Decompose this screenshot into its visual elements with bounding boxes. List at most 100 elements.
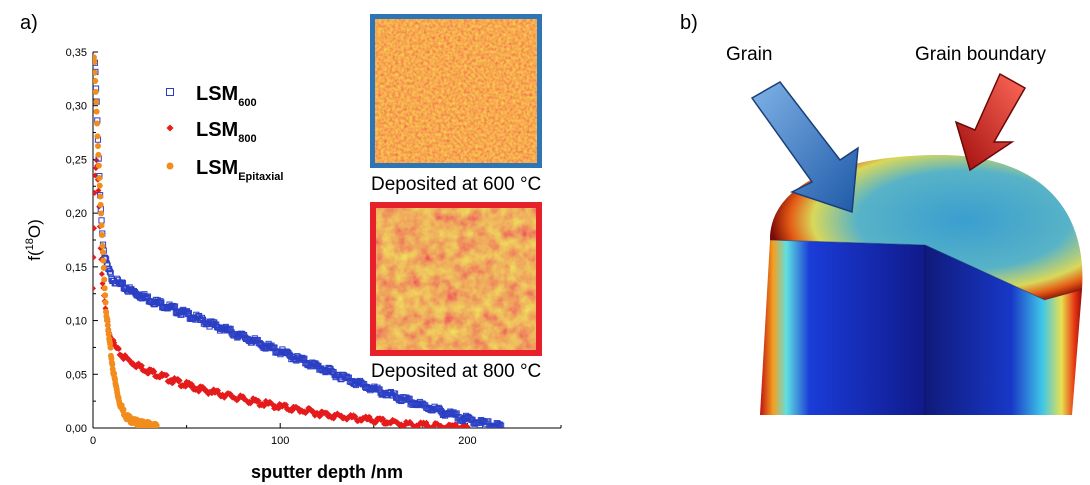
- legend-label-LSM600: LSM600: [196, 83, 257, 109]
- data-point-LSM800: [464, 423, 471, 428]
- series-LSMEpitaxial: [93, 54, 160, 428]
- data-point-LSM600: [391, 390, 399, 397]
- y-tick-label: 0,35: [66, 47, 87, 59]
- panel-b-label: b): [680, 12, 698, 34]
- data-point-LSMEpitaxial: [93, 54, 97, 61]
- data-point-LSM600: [301, 355, 308, 362]
- data-point-LSMEpitaxial: [104, 316, 111, 323]
- data-point-LSM600: [398, 397, 405, 405]
- x-tick-label: 100: [271, 435, 289, 447]
- data-point-LSM800: [163, 372, 170, 379]
- data-point-LSM800: [98, 270, 105, 277]
- data-point-LSMEpitaxial: [93, 69, 98, 76]
- data-point-LSM600: [435, 404, 442, 411]
- y-tick-label: 0,05: [66, 369, 87, 381]
- y-tick-label: 0,30: [66, 101, 87, 113]
- y-tick-label: 0,15: [66, 262, 87, 274]
- data-point-LSM600: [98, 217, 105, 224]
- panel-a-label: a): [20, 12, 38, 34]
- data-point-LSM600: [171, 303, 179, 310]
- data-point-LSMEpitaxial: [96, 182, 103, 189]
- legend-label-LSM800: LSM800: [196, 119, 257, 145]
- inset-caption-800: Deposited at 800 °C: [371, 361, 542, 382]
- data-point-LSM600: [419, 400, 427, 407]
- data-point-LSMEpitaxial: [103, 308, 110, 315]
- data-point-LSM800: [151, 368, 158, 375]
- data-point-LSMEpitaxial: [120, 406, 127, 413]
- data-point-LSMEpitaxial: [94, 133, 101, 140]
- data-point-LSM600: [497, 422, 505, 428]
- data-point-LSMEpitaxial: [102, 299, 109, 306]
- legend-marker-LSM800: [166, 124, 174, 132]
- grain-arrow-icon: [750, 81, 859, 214]
- data-point-LSMEpitaxial: [97, 193, 104, 200]
- grain-label: Grain: [726, 44, 773, 65]
- data-point-LSM600: [496, 421, 504, 428]
- data-point-LSM800: [93, 254, 97, 261]
- legend-marker-LSM600: [166, 88, 174, 96]
- data-point-LSMEpitaxial: [97, 201, 104, 208]
- data-point-LSMEpitaxial: [98, 232, 105, 239]
- x-tick-label: 200: [458, 435, 476, 447]
- data-point-LSMEpitaxial: [93, 78, 99, 85]
- data-point-LSMEpitaxial: [153, 422, 160, 428]
- y-axis-title: f(18O): [24, 219, 44, 261]
- data-point-LSMEpitaxial: [104, 322, 111, 329]
- data-point-LSM600: [107, 270, 114, 277]
- data-point-LSMEpitaxial: [93, 88, 99, 95]
- data-point-LSMEpitaxial: [98, 222, 105, 229]
- y-tick-label: 0,20: [66, 208, 87, 220]
- data-point-LSMEpitaxial: [95, 151, 102, 158]
- data-point-LSMEpitaxial: [96, 175, 103, 182]
- data-point-LSMEpitaxial: [99, 242, 106, 249]
- data-point-LSMEpitaxial: [102, 292, 109, 299]
- data-point-LSMEpitaxial: [95, 162, 102, 169]
- data-point-LSMEpitaxial: [94, 120, 101, 127]
- y-tick-label: 0,10: [66, 316, 87, 328]
- data-point-LSM600: [416, 398, 424, 406]
- data-point-LSMEpitaxial: [93, 98, 100, 105]
- data-point-LSMEpitaxial: [109, 361, 116, 368]
- data-point-LSM800: [95, 187, 102, 194]
- data-point-LSM600: [387, 389, 395, 396]
- data-point-LSM800: [115, 346, 122, 353]
- x-axis-title: sputter depth /nm: [251, 462, 403, 482]
- data-point-LSMEpitaxial: [98, 210, 105, 217]
- data-point-LSMEpitaxial: [101, 276, 108, 283]
- chart-svg: 0,000,050,100,150,200,250,300,350 100 200 …: [24, 47, 562, 482]
- data-point-LSM600: [403, 394, 410, 401]
- data-point-LSMEpitaxial: [94, 143, 101, 150]
- chart-points: [93, 54, 505, 428]
- grain-boundary-arrow-icon: [954, 72, 1027, 172]
- data-point-LSMEpitaxial: [101, 285, 108, 292]
- data-point-LSMEpitaxial: [105, 331, 112, 338]
- data-point-LSM800: [93, 165, 99, 172]
- inset-caption-600: Deposited at 600 °C: [371, 174, 542, 195]
- legend-marker-LSMEpitaxial: [166, 162, 174, 170]
- y-tick-label: 0,00: [66, 423, 87, 435]
- y-tick-label: 0,25: [66, 154, 87, 166]
- series-LSM800: [93, 157, 471, 428]
- data-point-LSM800: [93, 189, 98, 196]
- data-point-LSM800: [93, 285, 96, 292]
- data-point-LSMEpitaxial: [107, 344, 114, 351]
- data-point-LSMEpitaxial: [93, 108, 100, 115]
- data-point-LSM800: [176, 377, 183, 384]
- legend-label-LSMEpitaxial: LSMEpitaxial: [196, 157, 283, 183]
- afm-image-800: [370, 202, 542, 356]
- series-LSM600: [93, 59, 505, 428]
- data-point-LSM600: [106, 268, 114, 275]
- grain-left-face: [760, 240, 925, 415]
- x-tick-label: 0: [90, 435, 96, 447]
- afm-image-600: [370, 14, 542, 168]
- data-point-LSMEpitaxial: [100, 264, 107, 271]
- grain-model-3d: [750, 72, 1083, 415]
- grain-boundary-label: Grain boundary: [915, 44, 1046, 65]
- chart-legend: LSM600 LSM800 LSMEpitaxial: [166, 83, 283, 183]
- data-point-LSMEpitaxial: [100, 257, 107, 264]
- data-point-LSMEpitaxial: [93, 59, 98, 66]
- data-point-LSM800: [93, 225, 98, 232]
- data-point-LSM600: [157, 298, 164, 305]
- data-point-LSM800: [93, 172, 99, 179]
- data-point-LSMEpitaxial: [99, 249, 106, 256]
